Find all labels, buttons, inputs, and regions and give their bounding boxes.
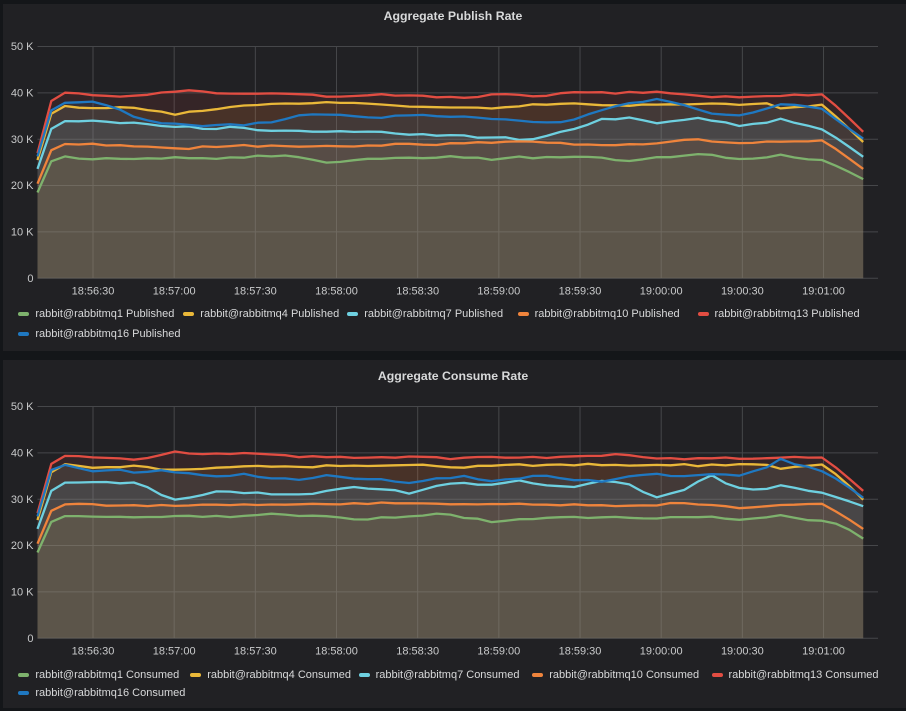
svg-text:20 K: 20 K — [11, 540, 34, 552]
svg-text:18:56:30: 18:56:30 — [72, 286, 115, 298]
svg-text:40 K: 40 K — [11, 87, 34, 99]
svg-text:10 K: 10 K — [11, 227, 34, 239]
svg-text:18:59:30: 18:59:30 — [559, 646, 602, 658]
svg-text:18:57:00: 18:57:00 — [153, 286, 196, 298]
svg-text:18:56:30: 18:56:30 — [72, 646, 115, 658]
svg-text:19:00:30: 19:00:30 — [721, 646, 764, 658]
svg-text:10 K: 10 K — [11, 587, 34, 599]
svg-text:18:59:00: 18:59:00 — [477, 646, 520, 658]
svg-text:50 K: 50 K — [11, 41, 34, 53]
svg-text:50 K: 50 K — [11, 401, 34, 413]
svg-text:19:00:00: 19:00:00 — [640, 286, 683, 298]
svg-text:30 K: 30 K — [11, 134, 34, 146]
svg-text:18:58:30: 18:58:30 — [396, 286, 439, 298]
svg-text:0: 0 — [27, 273, 33, 285]
svg-text:19:01:00: 19:01:00 — [802, 646, 845, 658]
svg-text:18:57:30: 18:57:30 — [234, 286, 277, 298]
svg-text:0: 0 — [27, 633, 33, 645]
svg-text:40 K: 40 K — [11, 447, 34, 459]
svg-text:18:57:30: 18:57:30 — [234, 646, 277, 658]
svg-text:18:58:00: 18:58:00 — [315, 286, 358, 298]
svg-text:19:00:30: 19:00:30 — [721, 286, 764, 298]
svg-text:18:58:00: 18:58:00 — [315, 646, 358, 658]
svg-text:19:00:00: 19:00:00 — [640, 646, 683, 658]
svg-text:18:57:00: 18:57:00 — [153, 646, 196, 658]
svg-text:18:58:30: 18:58:30 — [396, 646, 439, 658]
svg-text:30 K: 30 K — [11, 494, 34, 506]
svg-text:20 K: 20 K — [11, 180, 34, 192]
svg-text:18:59:00: 18:59:00 — [477, 286, 520, 298]
svg-text:18:59:30: 18:59:30 — [559, 286, 602, 298]
svg-text:19:01:00: 19:01:00 — [802, 286, 845, 298]
